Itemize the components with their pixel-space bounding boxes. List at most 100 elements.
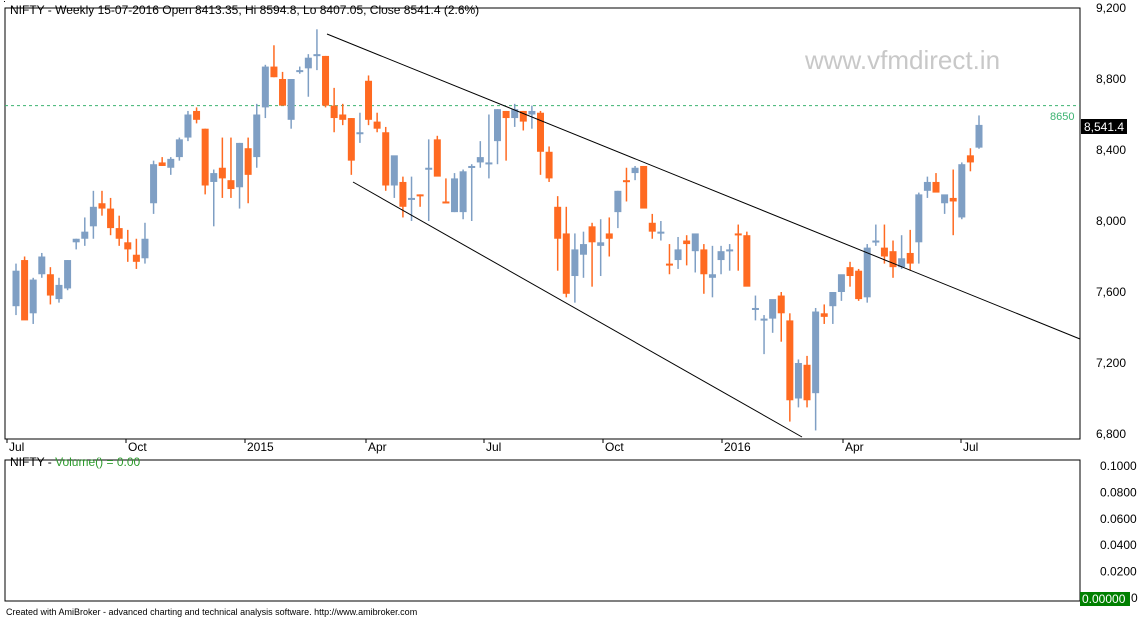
footer-credit: Created with AmiBroker - advanced charti… [6, 607, 417, 617]
candle [579, 244, 587, 255]
price-pane[interactable] [4, 7, 1081, 440]
candle [691, 233, 699, 252]
candle [158, 162, 166, 166]
candle [863, 247, 871, 298]
candle [889, 251, 897, 268]
candle [631, 167, 639, 174]
candle [313, 54, 321, 57]
candle [210, 173, 218, 182]
candle [451, 178, 459, 213]
x-tick-label: Jul [486, 440, 501, 454]
watermark: www.vfmdirect.in [804, 45, 1000, 75]
candle [657, 231, 665, 234]
candle [494, 109, 501, 142]
volume-y-tick-label: 0.0800 [1100, 485, 1137, 499]
y-tick-label: 7,200 [1096, 356, 1126, 370]
candle [296, 70, 304, 73]
candle [132, 254, 140, 262]
candle [614, 190, 622, 213]
candle [72, 238, 80, 243]
candle [588, 226, 596, 243]
x-tick-label: Apr [845, 440, 864, 454]
candle [339, 114, 347, 120]
candle [820, 313, 828, 317]
candle [29, 279, 37, 314]
y-tick-label: 9,200 [1096, 1, 1126, 15]
candle [941, 194, 949, 204]
candle [476, 157, 484, 163]
candle [665, 263, 673, 266]
volume-pane[interactable] [4, 459, 1081, 602]
x-tick-label: Jul [963, 440, 978, 454]
candle [38, 256, 46, 275]
candle [55, 284, 63, 300]
candle [141, 238, 149, 259]
candle [89, 206, 97, 227]
candle [502, 110, 510, 119]
candle [373, 121, 381, 129]
volume-y-tick-label: 0.1000 [1100, 459, 1137, 473]
last-price-badge [1081, 119, 1127, 134]
candle [399, 181, 407, 207]
candle [236, 142, 244, 188]
x-tick-label: Oct [128, 440, 147, 454]
candle [21, 260, 29, 321]
x-tick-label: Jul [9, 440, 24, 454]
candle [880, 247, 888, 257]
volume-last-label: 0.00000 [1082, 592, 1126, 606]
chart-title: NIFTY - Weekly 15-07-2016 Open 8413.35, … [10, 3, 479, 17]
candle [949, 197, 957, 202]
candle [227, 180, 235, 190]
candle [279, 79, 287, 106]
x-tick-label: 2015 [247, 440, 274, 454]
candle [519, 110, 527, 122]
candle [64, 260, 72, 289]
candle [932, 181, 940, 193]
volume-y-axis: 0.1000 0.0800 0.0600 0.0400 0.0200 0 [1100, 459, 1138, 605]
candle [442, 201, 450, 204]
volume-last-badge [1080, 592, 1130, 606]
candle [562, 233, 570, 294]
upper-trendline[interactable] [326, 33, 1081, 340]
candle [769, 299, 777, 319]
candle [622, 180, 630, 183]
candle [812, 311, 820, 394]
volume-y-tick-label: 0.0600 [1100, 512, 1137, 526]
price-y-axis: 9,200 8,800 8,400 8,000 7,600 7,200 6,800 [1096, 1, 1126, 441]
candle [648, 222, 656, 232]
candle [923, 181, 931, 191]
candle [287, 79, 295, 120]
candle [708, 274, 716, 278]
candle [485, 162, 493, 165]
candle [915, 194, 923, 243]
candle [545, 151, 553, 179]
candle [605, 233, 613, 239]
candle [390, 155, 398, 186]
x-tick-label: Apr [368, 440, 387, 454]
candle [347, 118, 355, 161]
y-tick-label: 8,000 [1096, 214, 1126, 228]
candle [743, 235, 751, 287]
candle [751, 307, 759, 310]
volume-y-tick-label: 0.0400 [1100, 538, 1137, 552]
candle [536, 112, 544, 152]
candle [218, 167, 226, 179]
candle [958, 164, 966, 218]
volume-pane-title: NIFTY - Volume() = 0.00 [10, 455, 141, 469]
candle [837, 274, 845, 292]
x-tick-label: Oct [605, 440, 624, 454]
candle [107, 208, 115, 229]
candle [425, 167, 433, 170]
candle [184, 114, 192, 138]
candle [459, 171, 467, 213]
candle [975, 124, 983, 148]
candle [115, 228, 123, 239]
last-price-label: 8,541.4 [1084, 120, 1124, 134]
y-tick-label: 6,800 [1096, 427, 1126, 441]
candle [330, 105, 338, 119]
candle [829, 292, 837, 307]
candle [640, 165, 648, 209]
y-tick-label: 7,600 [1096, 285, 1126, 299]
lower-trendline[interactable] [352, 181, 803, 438]
